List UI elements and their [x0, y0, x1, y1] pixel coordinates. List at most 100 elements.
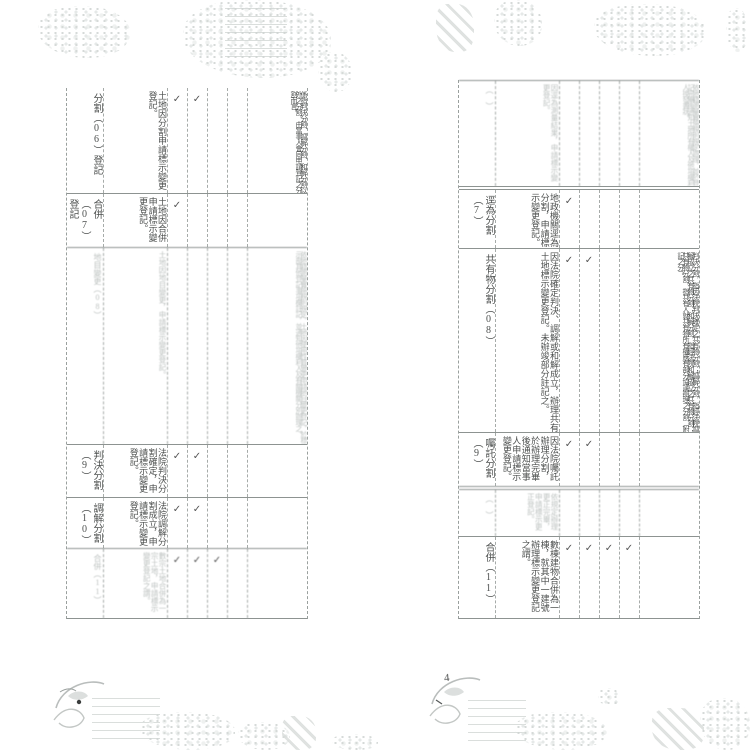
checkmark-icon: ✓ [192, 504, 202, 515]
cause-code-cell: （ ） [459, 81, 495, 186]
checkmark-icon: ✓ [172, 451, 182, 462]
definition-cell: 法院調解分割成立，申請標示變更登記。 [103, 498, 167, 548]
cell-text: 因逕為測量結果，申請標示變更登記。 [542, 84, 559, 182]
table-row: 地目變更（08） 土地因地目變更，申請標示變更登記。 依地籍測量實施規則規定，土地因… [67, 247, 307, 444]
cell-text: 判決分割（9） [79, 450, 102, 490]
checkmark-icon [228, 498, 247, 504]
check-cell [559, 81, 579, 186]
checkmark-icon [228, 248, 247, 254]
note-cell [639, 433, 699, 486]
checkmark-icon [188, 194, 207, 200]
checkmark-icon [600, 433, 619, 439]
check-cell [599, 81, 619, 186]
cause-code-cell: 調解分割（10） [67, 498, 103, 548]
cell-text: 土地因合併申請標示變更登記。 [138, 197, 167, 242]
checkmark-icon [620, 433, 639, 439]
check-cell: ✓ [559, 190, 579, 248]
check-cell: ✓ [187, 498, 207, 548]
note-cell [247, 194, 307, 247]
table-row: 共有物分割（08） 因法院確定判決、調解或和解成立，辦理共有土地標示變更登記。未辦… [459, 248, 699, 432]
definition-cell: 數宗土地合併為一宗土地，申請標示變更登記之謂。 [103, 549, 167, 618]
cell-text: 因法院囑託辦理分割，於辦理完畢後通知當事人申請標示變更登記。 [501, 436, 559, 481]
checkmark-icon [228, 88, 247, 94]
check-cell [619, 249, 639, 432]
cause-code-cell: 逕為分割（7） [459, 190, 495, 248]
noise-speckle [238, 722, 290, 750]
noise-speckle [38, 6, 130, 58]
check-cell [227, 88, 247, 193]
check-cell: ✓ [167, 498, 187, 548]
cause-code-cell: 分割（06）登記 [67, 88, 103, 193]
check-cell [227, 498, 247, 548]
noise-speckle [515, 712, 607, 750]
checkmark-icon: ✓ [624, 543, 634, 554]
check-cell [579, 81, 599, 186]
checkmark-icon: ✓ [172, 504, 182, 515]
checkmark-icon: ✓ [584, 543, 594, 554]
check-cell [619, 490, 639, 536]
checkmark-icon [228, 194, 247, 200]
checkmark-icon: ✓ [564, 543, 574, 554]
cause-code-cell: 共有物分割（08） [459, 249, 495, 432]
check-cell: ✓ [187, 549, 207, 618]
cell-text: 逕為分割（7） [471, 195, 494, 235]
checkmark-icon [620, 190, 639, 196]
cause-code-cell: 地目變更（08） [67, 248, 103, 444]
note-cell [639, 490, 699, 536]
flourish-ornament-right [429, 677, 481, 724]
check-cell: ✓ [579, 249, 599, 432]
cell-text: 判決分割，指因法院判決確定之共有物分割；調解分割，指經法院調解成立之共有物分割；… [676, 252, 699, 432]
checkmark-icon: ✓ [172, 94, 182, 105]
checkmark-icon [580, 490, 599, 496]
checkmark-icon [620, 490, 639, 496]
checkmark-icon [560, 490, 579, 496]
note-cell [639, 190, 699, 248]
checkmark-icon [580, 190, 599, 196]
checkmark-icon [600, 249, 619, 255]
cell-text [248, 549, 307, 618]
cell-text: （ ） [485, 495, 494, 519]
noise-speckle [700, 698, 750, 750]
noise-speckle [332, 734, 378, 750]
cell-text: 分割（06）登記 [91, 93, 102, 175]
check-cell [619, 81, 639, 186]
cell-text: 法院判決分割確定，申請標示變更登記。 [128, 448, 167, 493]
check-cell: ✓ [187, 88, 207, 193]
check-cell: ✓ [619, 537, 639, 618]
check-cell: ✓ [559, 433, 579, 486]
table-row: 合併（07）登記 土地因合併申請標示變更登記。 ✓ [67, 193, 307, 247]
checkmark-icon [560, 81, 579, 87]
noise-speckle [318, 52, 352, 92]
check-cell [579, 490, 599, 536]
check-cell: ✓ [579, 433, 599, 486]
check-cell: ✓ [599, 537, 619, 618]
check-cell: ✓ [187, 445, 207, 497]
note-cell: 判決分割，指因法院判決確定之共有物分割；調解分割，指經法院調解成立之共有物分割；… [639, 249, 699, 432]
table-row: 合併（11） 數宗土地合併為一宗土地，申請標示變更登記之謂。 ✓ ✓ ✓ [67, 548, 307, 618]
checkmark-icon [600, 81, 619, 87]
checkmark-icon [208, 248, 227, 254]
checkmark-icon: ✓ [584, 439, 594, 450]
checkmark-icon: ✓ [212, 555, 222, 566]
definition-cell: 地政機關逕為分割，申請標示變更登記。 [495, 190, 559, 248]
checkmark-icon: ✓ [192, 94, 202, 105]
cell-text [640, 433, 699, 486]
checkmark-icon: ✓ [192, 451, 202, 462]
note-cell [247, 549, 307, 618]
noise-hatch [652, 708, 704, 750]
check-cell: ✓ [167, 194, 187, 247]
cell-text: 調解分割（10） [79, 503, 102, 545]
definition-cell: 法院判決分割確定，申請標示變更登記。 [103, 445, 167, 497]
checkmark-icon [228, 445, 247, 451]
checkmark-icon [620, 81, 639, 87]
checkmark-icon [208, 445, 227, 451]
cell-text: 地政機關逕為分割，申請標示變更登記。 [530, 193, 559, 247]
check-cell [207, 445, 227, 497]
noise-lines [225, 8, 287, 63]
table-row: 調解分割（10） 法院調解分割成立，申請標示變更登記。 ✓ ✓ [67, 497, 307, 548]
checkmark-icon: ✓ [564, 255, 574, 266]
check-cell [167, 248, 187, 444]
check-cell [599, 490, 619, 536]
definition-cell: 土地因分割申請標示變更登記。 [103, 88, 167, 193]
